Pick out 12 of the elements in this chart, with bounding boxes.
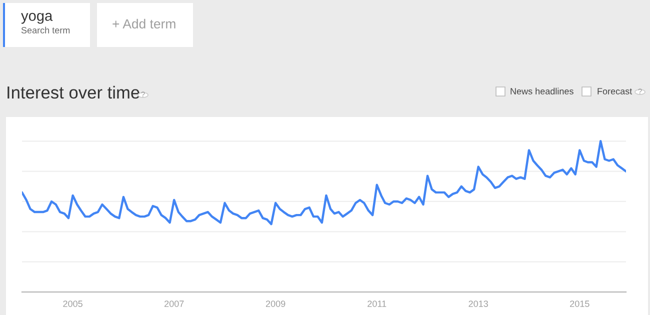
text: Forecast <box>598 88 632 94</box>
x-tick-label: 2009 <box>266 300 286 307</box>
x-tick-label: 2005 <box>63 300 82 307</box>
text: Search term <box>21 26 70 34</box>
text: News headlines <box>510 88 574 94</box>
x-tick-label: 2015 <box>570 300 590 307</box>
chart-title: Interest over time <box>8 86 140 99</box>
text: yoga <box>21 12 53 24</box>
x-tick-label: 2007 <box>164 300 184 307</box>
x-tick-label: 2013 <box>468 300 488 307</box>
text: + Add term <box>112 18 176 29</box>
x-tick-label: 2011 <box>368 300 386 307</box>
